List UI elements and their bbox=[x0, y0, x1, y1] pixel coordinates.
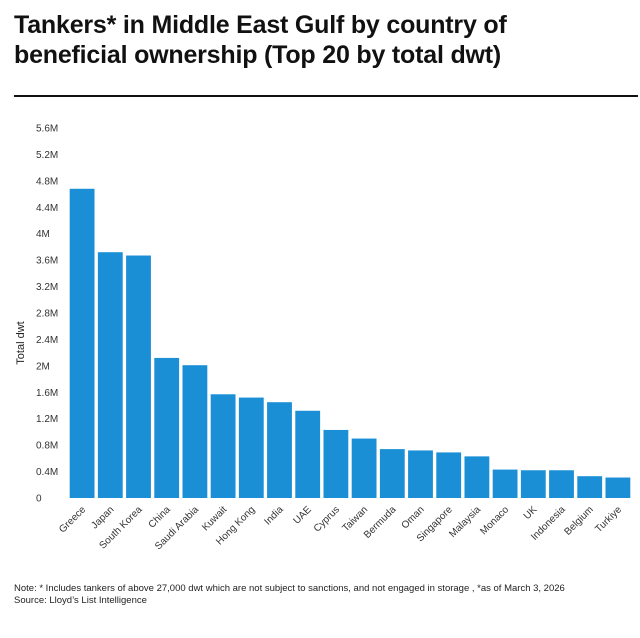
bar-greece bbox=[69, 188, 95, 498]
note-text: Note: * Includes tankers of above 27,000… bbox=[14, 583, 565, 594]
y-tick-label: 0.8M bbox=[36, 441, 58, 452]
x-tick-label: Greece bbox=[57, 504, 88, 535]
bar-turkiye bbox=[605, 477, 631, 498]
bar-china bbox=[154, 357, 180, 498]
bar-hong-kong bbox=[238, 397, 264, 498]
x-tick-label: Malaysia bbox=[447, 504, 483, 540]
bar-chart: 0 0.4M 0.8M 1.2M 1.6M 2M 2.4M 2.8M 3.2M 3.6M 4M 4.4… bbox=[15, 124, 631, 552]
x-tick-label: Japan bbox=[89, 504, 116, 531]
bar-oman bbox=[408, 450, 433, 498]
y-tick-label: 1.2M bbox=[36, 414, 58, 425]
chart-title: Tankers* in Middle East Gulf by country … bbox=[14, 11, 507, 69]
y-tick-label: 2.4M bbox=[36, 335, 58, 346]
bar-india bbox=[267, 402, 292, 498]
x-tick-label: Oman bbox=[400, 504, 427, 531]
bar-cyprus bbox=[323, 429, 349, 498]
y-tick-label: 4M bbox=[36, 229, 50, 240]
y-tick-label: 5.6M bbox=[36, 124, 58, 135]
y-tick-label: 4.4M bbox=[36, 203, 58, 214]
title-divider bbox=[14, 95, 638, 97]
bar-belgium bbox=[577, 476, 603, 498]
x-tick-label: UAE bbox=[292, 504, 315, 527]
x-tick-label: UK bbox=[522, 504, 540, 522]
bar-japan bbox=[97, 252, 123, 498]
bar-singapore bbox=[436, 452, 462, 498]
bar-uk bbox=[520, 470, 546, 498]
bar-indonesia bbox=[549, 470, 574, 498]
chart-footnote: Note: * Includes tankers of above 27,000… bbox=[14, 583, 624, 607]
bar-uae bbox=[295, 410, 321, 498]
bar-monaco bbox=[492, 469, 518, 498]
x-tick-label: Monaco bbox=[478, 504, 511, 537]
bar-south-korea bbox=[126, 255, 151, 498]
x-tick-label: Cyprus bbox=[312, 504, 342, 534]
x-tick-label: India bbox=[263, 504, 286, 527]
y-tick-label: 4.8M bbox=[36, 176, 58, 187]
source-text: Source: Lloyd’s List Intelligence bbox=[14, 595, 147, 606]
y-tick-label: 3.2M bbox=[36, 282, 58, 293]
y-axis-label: Total dwt bbox=[15, 321, 27, 364]
bars bbox=[69, 188, 631, 499]
y-tick-label: 0 bbox=[36, 494, 42, 505]
x-tick-label: Turkiye bbox=[593, 504, 624, 535]
y-axis-ticks: 0 0.4M 0.8M 1.2M 1.6M 2M 2.4M 2.8M 3.2M 3.6M 4M 4.4… bbox=[36, 124, 58, 505]
y-tick-label: 2M bbox=[36, 361, 50, 372]
y-tick-label: 0.4M bbox=[36, 467, 58, 478]
bar-taiwan bbox=[351, 438, 377, 498]
bar-saudi-arabia bbox=[182, 365, 208, 498]
bar-malaysia bbox=[464, 456, 490, 499]
y-tick-label: 1.6M bbox=[36, 388, 58, 399]
y-tick-label: 2.8M bbox=[36, 309, 58, 320]
bar-kuwait bbox=[210, 394, 236, 498]
y-tick-label: 5.2M bbox=[36, 150, 58, 161]
bar-bermuda bbox=[379, 449, 405, 498]
x-tick-label: Belgium bbox=[562, 504, 595, 537]
x-tick-label: China bbox=[147, 504, 174, 531]
y-tick-label: 3.6M bbox=[36, 256, 58, 267]
